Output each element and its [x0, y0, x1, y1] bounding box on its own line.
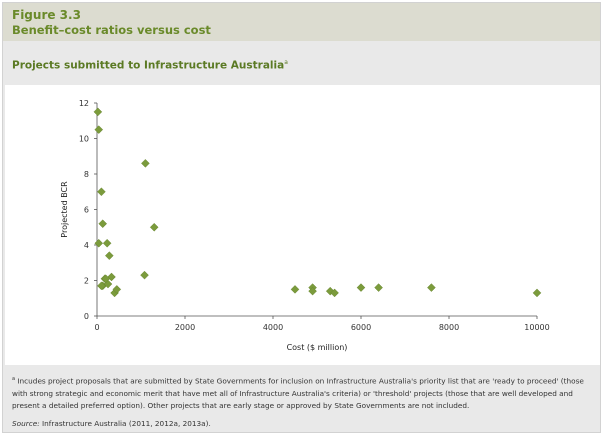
figure-header: Figure 3.3 Benefit–cost ratios versus co…: [3, 3, 600, 41]
y-tick-label: 12: [79, 99, 89, 108]
y-tick-label: 2: [84, 277, 89, 286]
x-tick-label: 0: [94, 323, 99, 332]
data-point: [532, 288, 542, 298]
y-tick-label: 4: [84, 241, 89, 250]
y-tick-label: 0: [84, 312, 89, 321]
data-point: [102, 238, 112, 248]
data-point: [356, 283, 366, 292]
data-point: [94, 238, 104, 248]
y-tick-label: 6: [84, 206, 89, 215]
source-label: Source:: [12, 419, 40, 428]
x-tick-label: 6000: [351, 323, 371, 332]
source-note: Source: Infrastructure Australia (2011, …: [12, 419, 211, 428]
data-point: [290, 285, 300, 294]
data-point: [427, 283, 436, 292]
chart-title-text: Projects submitted to Infrastructure Aus…: [12, 59, 285, 72]
data-point: [94, 125, 104, 134]
data-point: [140, 270, 149, 280]
data-point: [97, 281, 106, 291]
footnote-text: Incudes project proposals that are submi…: [12, 376, 584, 411]
figure-label: Figure 3.3: [12, 8, 81, 22]
data-point: [98, 219, 108, 228]
chart-title-note-marker: a: [284, 59, 288, 66]
y-tick-label: 8: [84, 170, 89, 179]
plot-area: 0 2 4 6 8 10 12 0 2000 4000 6000 8000 10000 Cost ($ …: [5, 85, 600, 365]
data-points: [93, 107, 542, 298]
data-point: [141, 159, 150, 168]
data-point: [93, 107, 103, 117]
footnote: a Incudes project proposals that are sub…: [12, 373, 594, 413]
x-tick-label: 2000: [175, 323, 195, 332]
x-tick-label: 10000: [524, 323, 549, 332]
figure-title: Benefit–cost ratios versus cost: [12, 23, 211, 37]
x-axis-label: Cost ($ million): [287, 343, 348, 352]
axes: 0 2 4 6 8 10 12 0 2000 4000 6000 8000 10000: [79, 99, 550, 332]
chart-title: Projects submitted to Infrastructure Aus…: [12, 59, 288, 72]
data-point: [101, 274, 111, 284]
data-point: [374, 283, 383, 292]
footnote-marker: a: [12, 376, 16, 382]
scatter-chart: 0 2 4 6 8 10 12 0 2000 4000 6000 8000 10000 Cost ($ …: [60, 99, 550, 352]
source-text: Infrastructure Australia (2011, 2012a, 2…: [39, 419, 211, 428]
data-point: [105, 251, 114, 260]
data-point: [149, 222, 159, 232]
x-tick-label: 8000: [439, 323, 459, 332]
x-tick-label: 4000: [263, 323, 283, 332]
y-axis-label: Projected BCR: [60, 181, 69, 238]
data-point: [112, 285, 122, 294]
data-point: [330, 288, 339, 298]
y-tick-label: 10: [79, 135, 89, 144]
data-point: [308, 286, 317, 296]
data-point: [97, 187, 106, 197]
